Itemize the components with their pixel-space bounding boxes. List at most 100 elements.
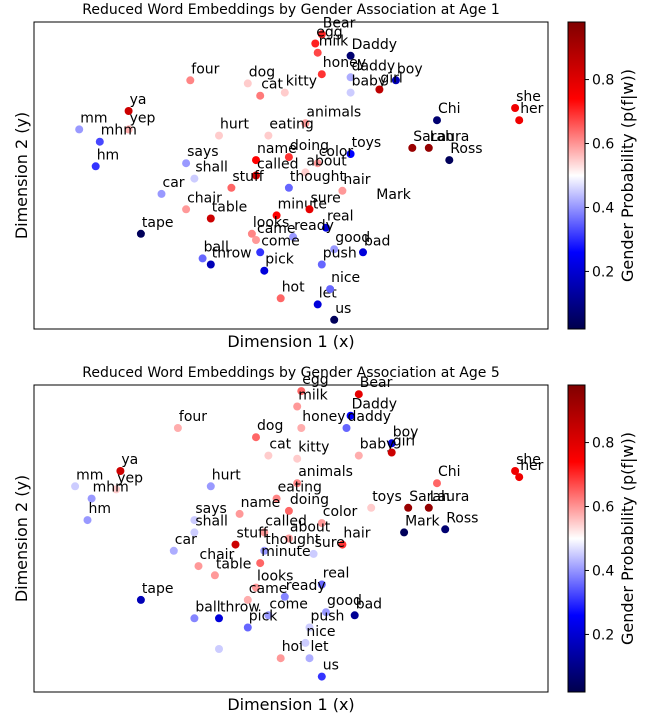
colorbar-tick-label: 0.4 [592,563,614,579]
point-label: bad [356,596,382,612]
point-label: four [179,409,207,425]
data-point-push [317,260,326,269]
data-point-thought [284,183,293,192]
point-label: called [257,157,299,173]
data-point-minute [256,559,265,568]
data-point-throw [215,614,223,623]
point-label: throw [212,246,252,262]
data-point-laura [424,143,433,152]
point-label: egg [316,25,342,41]
point-label: Bear [323,15,356,31]
data-point-bear [354,390,363,399]
data-point-tape [136,229,145,238]
data-point-hm [83,516,92,525]
colorbar [567,384,586,693]
point-label: her [520,101,543,117]
data-point-girl [375,85,384,94]
point-label: hurt [220,117,250,133]
point-label: pick [265,252,294,268]
data-point-four [186,76,195,85]
data-point-ready [289,232,298,241]
data-point-mhm [87,494,96,503]
data-point-honey [317,70,326,79]
point-label: minute [278,196,327,212]
data-point-girl [387,448,396,457]
data-point-pick [260,266,269,275]
point-label: daddy [352,58,396,74]
point-label: about [306,153,347,169]
point-label: mhm [93,480,129,496]
point-label: ready [286,578,326,594]
point-label: girl [393,434,415,450]
data-point-sarah [404,503,413,512]
point-label: hurt [212,467,242,483]
point-label: sure [311,190,341,206]
point-label: mhm [101,123,137,139]
data-point-egg [297,387,306,396]
data-point-car [169,546,178,555]
data-point-shall [190,174,199,183]
data-point-kitty [293,454,302,463]
data-point-stuff [227,183,236,192]
point-label: Mark [405,513,440,529]
point-label: mm [80,110,107,126]
data-point-mm [71,482,80,491]
data-point-doing [284,153,293,162]
point-label: real [323,566,350,582]
data-point-ball [190,614,199,623]
point-label: honey [302,409,345,425]
data-point-says [190,516,199,525]
data-point-called [252,171,260,180]
point-label: Laura [430,129,470,145]
point-label: color [323,504,358,520]
data-point-honey [297,424,306,432]
point-label: honey [323,55,366,71]
data-point-four [173,424,182,432]
data-point-yep [112,485,121,494]
point-label: minute [261,544,310,560]
data-point-about [301,168,310,177]
data-point-cat [264,451,273,460]
data-point-pick [243,623,252,632]
point-label: hair [343,526,370,542]
x-axis-label: Dimension 1 (x) [227,332,354,351]
point-label: bad [364,233,390,249]
point-label: mm [76,467,103,483]
point-label: Laura [430,489,470,505]
point-label: says [187,144,218,160]
point-label: ya [130,92,147,108]
colorbar [567,21,586,330]
point-label: ball [195,599,220,615]
point-label: dog [257,418,283,434]
point-label: car [163,175,185,191]
data-point-her [515,473,524,482]
point-label: cat [269,437,291,453]
data-point-egg [311,39,320,48]
data-point-chi [433,116,441,125]
point-label: thought [265,532,321,548]
data-point-nice [326,285,335,294]
point-label: Sarah [413,129,454,145]
point-label: Ross [446,510,478,526]
y-axis-label: Dimension 2 (y) [12,475,31,602]
point-label: nice [306,624,335,640]
point-label: thought [290,169,346,185]
data-point-come [264,611,273,620]
data-point-boy [391,76,400,85]
point-label: four [191,61,219,77]
point-label: good [335,230,370,246]
data-point-us [330,315,339,324]
point-label: come [269,596,308,612]
point-label: ball [204,239,229,255]
data-point-came [243,595,252,604]
point-label: egg [302,372,328,388]
point-label: let [311,639,330,655]
data-point-toys [367,503,376,512]
point-label: name [241,495,281,511]
point-label: real [327,209,354,225]
data-point-mm [75,125,84,134]
data-point-looks [247,229,256,238]
data-point-real [322,223,330,232]
point-label: dog [249,64,275,80]
data-point-hot [276,654,285,663]
